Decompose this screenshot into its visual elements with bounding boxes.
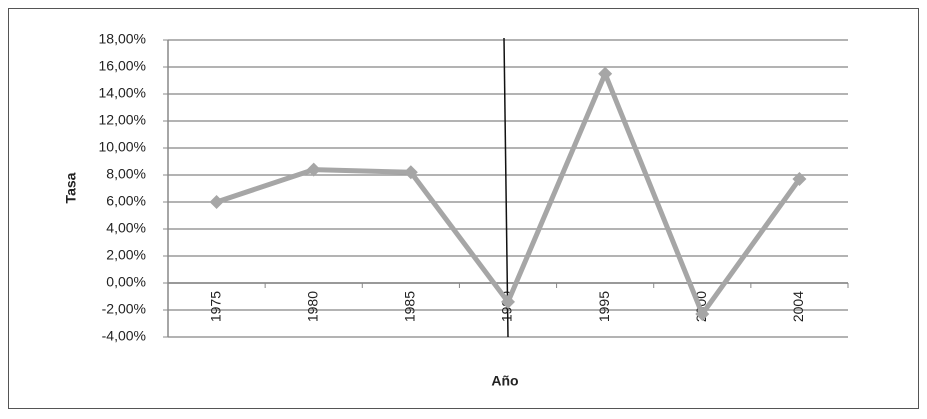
x-tick-label: 1985 bbox=[402, 291, 418, 322]
marker bbox=[501, 294, 515, 309]
marker bbox=[792, 172, 807, 187]
y-tick-label: 8,00% bbox=[106, 166, 146, 182]
x-axis-title: Año bbox=[491, 373, 518, 389]
y-tick-label: 10,00% bbox=[99, 139, 146, 155]
y-tick-label: 18,00% bbox=[99, 31, 146, 47]
y-tick-label: 0,00% bbox=[106, 274, 146, 290]
marker bbox=[598, 66, 613, 81]
chart-frame bbox=[8, 8, 919, 409]
x-tick-label: 1975 bbox=[207, 291, 223, 322]
x-tick-label: 1995 bbox=[596, 291, 612, 322]
divider-line bbox=[503, 37, 509, 338]
y-tick-label: -2,00% bbox=[102, 301, 146, 317]
marker bbox=[209, 195, 224, 209]
y-tick-label: 4,00% bbox=[106, 220, 146, 236]
y-tick-label: 6,00% bbox=[106, 193, 146, 209]
y-tick-label: 12,00% bbox=[99, 112, 146, 128]
y-tick-label: 16,00% bbox=[99, 58, 146, 74]
marker bbox=[306, 162, 321, 177]
y-axis-title: Tasa bbox=[63, 172, 79, 203]
y-tick-label: 14,00% bbox=[99, 85, 146, 101]
marker bbox=[695, 307, 710, 322]
y-tick-label: 2,00% bbox=[106, 247, 146, 263]
x-tick-label: 1980 bbox=[304, 291, 320, 322]
marker bbox=[403, 165, 418, 180]
y-tick-label: -4,00% bbox=[102, 328, 146, 344]
x-tick-label: 2004 bbox=[790, 291, 806, 322]
